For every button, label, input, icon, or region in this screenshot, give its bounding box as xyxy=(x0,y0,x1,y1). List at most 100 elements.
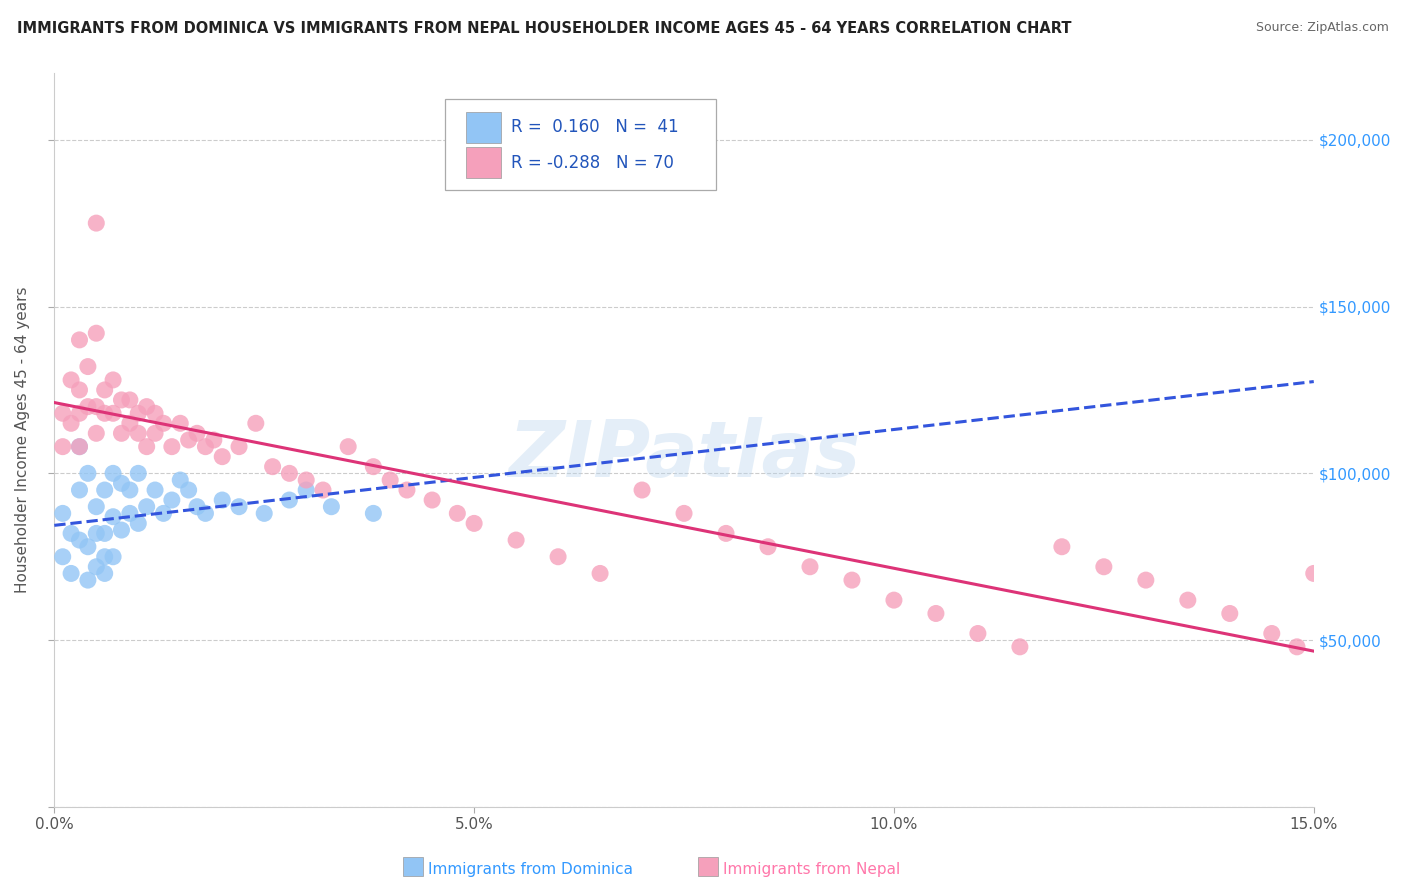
Point xyxy=(101,509,124,524)
Text: Immigrants from Dominica: Immigrants from Dominica xyxy=(429,863,633,877)
Y-axis label: Householder Income Ages 45 - 64 years: Householder Income Ages 45 - 64 years xyxy=(15,286,30,593)
Point xyxy=(52,440,75,454)
Point xyxy=(52,406,75,420)
Point xyxy=(127,467,149,481)
Point xyxy=(253,507,276,521)
Point xyxy=(1177,593,1199,607)
Point xyxy=(202,433,225,447)
Point xyxy=(883,593,905,607)
Point xyxy=(1050,540,1073,554)
Point xyxy=(135,440,157,454)
Point xyxy=(77,467,100,481)
Point xyxy=(127,426,149,441)
Point xyxy=(52,507,75,521)
Point xyxy=(93,549,115,564)
Point xyxy=(463,516,485,531)
Point xyxy=(312,483,335,497)
Point xyxy=(60,566,83,581)
Point xyxy=(101,406,124,420)
Point xyxy=(143,483,166,497)
Point xyxy=(84,500,107,514)
Point xyxy=(1261,626,1284,640)
Point xyxy=(69,406,91,420)
Point xyxy=(1285,640,1308,654)
Bar xyxy=(467,147,502,178)
Point xyxy=(177,483,200,497)
Point xyxy=(118,417,141,431)
Bar xyxy=(467,112,502,143)
Point xyxy=(363,507,385,521)
Point xyxy=(420,493,443,508)
Point xyxy=(337,440,360,454)
Point xyxy=(84,216,107,230)
Point xyxy=(295,483,318,497)
Text: R =  0.160   N =  41: R = 0.160 N = 41 xyxy=(512,119,679,136)
Point xyxy=(118,483,141,497)
Point xyxy=(135,400,157,414)
Point xyxy=(152,507,174,521)
Point xyxy=(93,406,115,420)
Point xyxy=(84,526,107,541)
Point xyxy=(228,440,250,454)
Point xyxy=(84,426,107,441)
Point xyxy=(295,473,318,487)
Point xyxy=(160,493,183,508)
Point xyxy=(60,526,83,541)
Point xyxy=(84,326,107,341)
Point xyxy=(77,400,100,414)
Point xyxy=(118,507,141,521)
Point xyxy=(69,533,91,547)
Point xyxy=(194,440,217,454)
Point xyxy=(69,383,91,397)
Point xyxy=(110,426,132,441)
Point xyxy=(69,440,91,454)
Text: Source: ZipAtlas.com: Source: ZipAtlas.com xyxy=(1256,21,1389,34)
Point xyxy=(160,440,183,454)
Text: Immigrants from Nepal: Immigrants from Nepal xyxy=(724,863,901,877)
Point xyxy=(211,450,233,464)
Point xyxy=(77,540,100,554)
Text: R = -0.288   N = 70: R = -0.288 N = 70 xyxy=(512,153,675,171)
Point xyxy=(245,417,267,431)
Point xyxy=(77,573,100,587)
Point xyxy=(446,507,468,521)
Point xyxy=(321,500,343,514)
Point xyxy=(228,500,250,514)
Point xyxy=(505,533,527,547)
Point xyxy=(84,559,107,574)
Point xyxy=(363,459,385,474)
Point xyxy=(169,417,191,431)
Point xyxy=(186,426,208,441)
Point xyxy=(93,383,115,397)
Point xyxy=(278,467,301,481)
Point xyxy=(714,526,737,541)
Point xyxy=(110,392,132,407)
Point xyxy=(152,417,174,431)
Point xyxy=(101,467,124,481)
Point xyxy=(60,417,83,431)
Point xyxy=(93,483,115,497)
Point xyxy=(93,566,115,581)
Point xyxy=(1302,566,1324,581)
Point xyxy=(186,500,208,514)
Point xyxy=(211,493,233,508)
Point xyxy=(60,373,83,387)
Point xyxy=(77,359,100,374)
Point xyxy=(177,433,200,447)
Point xyxy=(110,523,132,537)
Point xyxy=(69,483,91,497)
Point xyxy=(143,406,166,420)
Text: IMMIGRANTS FROM DOMINICA VS IMMIGRANTS FROM NEPAL HOUSEHOLDER INCOME AGES 45 - 6: IMMIGRANTS FROM DOMINICA VS IMMIGRANTS F… xyxy=(17,21,1071,36)
Point xyxy=(110,476,132,491)
Point xyxy=(1135,573,1157,587)
Point xyxy=(278,493,301,508)
Point xyxy=(673,507,696,521)
Point xyxy=(799,559,821,574)
Point xyxy=(631,483,654,497)
Point xyxy=(1092,559,1115,574)
Point xyxy=(1008,640,1031,654)
Point xyxy=(118,392,141,407)
Point xyxy=(69,440,91,454)
Point xyxy=(1219,607,1241,621)
Point xyxy=(841,573,863,587)
